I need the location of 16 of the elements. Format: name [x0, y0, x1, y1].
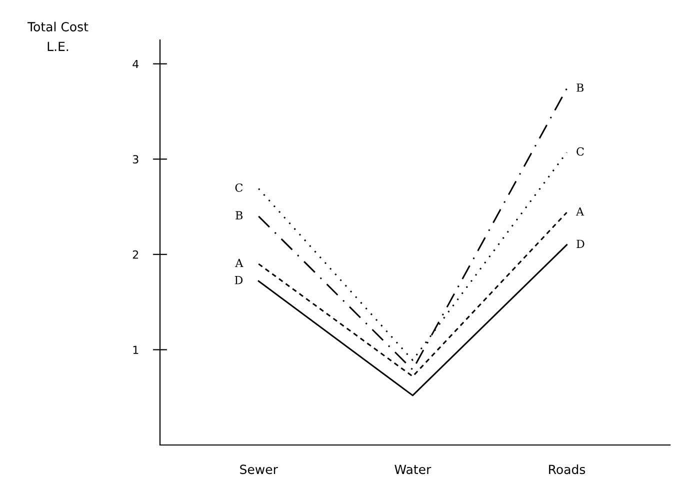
x-tick-label: Water — [394, 464, 432, 474]
y-tick-label: 1 — [133, 346, 138, 354]
text: B — [236, 211, 243, 220]
series-label: D — [576, 240, 584, 248]
series-label: A — [576, 207, 584, 216]
text: A — [235, 258, 244, 268]
y-axis-title: Total Cost L.E. — [27, 22, 88, 51]
y-tick-label: 2 — [132, 250, 138, 259]
series-label: B — [576, 84, 584, 92]
series-label: C — [576, 147, 584, 156]
text: C — [235, 183, 243, 192]
x-tick-label: Roads — [549, 464, 586, 474]
x-tick-label: Sewer — [240, 464, 278, 474]
y-tick-label: 4 — [132, 60, 139, 68]
y-tick-label: 3 — [132, 155, 138, 164]
text: D — [234, 276, 243, 284]
